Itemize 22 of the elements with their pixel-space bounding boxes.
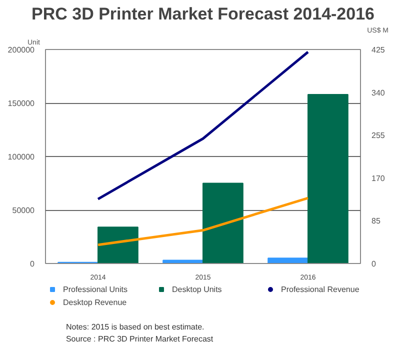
- y-tick-label: 200000: [8, 46, 36, 54]
- y2-tick-label: 85: [372, 216, 381, 226]
- legend-label: Desktop Units: [172, 284, 223, 294]
- y2-tick-label: 425: [372, 46, 386, 54]
- bar: [202, 182, 244, 264]
- y-tick-label: 0: [30, 260, 36, 268]
- bar: [308, 94, 348, 264]
- source-note: Source : PRC 3D Printer Market Forecast: [66, 334, 214, 344]
- text: Notes: 2015 is based on best estimate.: [66, 322, 204, 332]
- y-tick-label: 150000: [8, 99, 36, 108]
- bar: [268, 258, 308, 264]
- legend-label: Desktop Revenue: [63, 297, 128, 307]
- y-tick-label: 50000: [12, 206, 36, 215]
- legend-label: Professional Units: [63, 284, 128, 294]
- y2-tick-label: 170: [372, 174, 386, 183]
- y2-tick-label: 340: [372, 88, 386, 98]
- bar: [98, 226, 138, 264]
- y2-tick-label: 0: [372, 260, 376, 268]
- y-tick-label: 100000: [8, 152, 36, 162]
- y2-tick-label: 255: [372, 131, 386, 140]
- chart-title: PRC 3D Printer Market Forecast 2014-2016: [32, 4, 374, 24]
- legend-label: Professional Revenue: [281, 284, 360, 294]
